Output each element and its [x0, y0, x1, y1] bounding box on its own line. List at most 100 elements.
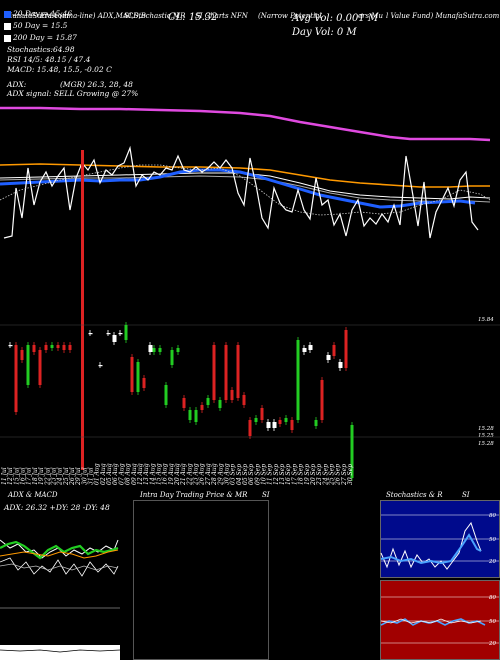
- intraday-panel: [133, 500, 269, 660]
- date-label: 12 Aug: [137, 463, 144, 485]
- legend-ema200: 200 Day = 15.87: [4, 33, 77, 42]
- date-label: 17 Jul: [26, 467, 33, 485]
- price-candle: [302, 348, 307, 352]
- date-label: 30 Sep: [347, 464, 354, 485]
- legend-ema20: 20 Day = 15.46: [4, 9, 72, 18]
- date-label: 18 Jul: [32, 467, 39, 485]
- date-label: 16 Jul: [20, 467, 27, 485]
- main-price-chart: 15.84 15.28 15.25 15.28 11 Jul 12 Jul 15 J…: [0, 106, 500, 486]
- legend-ema200-swatch: [4, 34, 11, 42]
- stochastics-chart: 80 50 20: [380, 513, 499, 570]
- date-label: 11 Sep: [267, 464, 274, 485]
- macd-line-2: [0, 563, 119, 571]
- date-label: 19 Jul: [38, 467, 45, 485]
- legend-ema20-label: 20 Day = 15.46: [13, 9, 73, 18]
- date-label: 01 Aug: [94, 463, 101, 485]
- macd-line-1: [0, 557, 119, 577]
- header-site-name: MunafaSutra.com: [5, 12, 69, 20]
- date-label: 09 Aug: [131, 463, 138, 485]
- header-ema-label: EMA (ema-line) ADX,MACD,B: [40, 12, 146, 20]
- close-price: CL: 15.32: [168, 12, 218, 23]
- header-fund-name: (Narrow Potential: [258, 12, 322, 20]
- stoch-panel-title: Stochastics & R: [386, 491, 443, 499]
- date-label: 06 Aug: [112, 463, 119, 485]
- date-label: 11 Jul: [1, 467, 8, 485]
- date-label: 27 Sep: [341, 464, 348, 486]
- price-candle: [266, 422, 271, 428]
- date-label: 27 Aug: [205, 463, 212, 486]
- date-label: 22 Jul: [44, 467, 51, 486]
- stoch-level-20: 20: [488, 559, 496, 565]
- rsi-panel: 80 50 20: [380, 580, 500, 660]
- header-fund-name-3: l Value Fund) MunafaSutra.com: [386, 12, 500, 20]
- macd-hist-area: [0, 645, 120, 660]
- legend-ema200-label: 200 Day = 15.87: [13, 33, 77, 42]
- stoch-level-50: 50: [489, 537, 496, 543]
- date-label: 09 Sep: [254, 464, 261, 485]
- price-candle: [112, 335, 117, 342]
- stoch-si-label: SI: [462, 491, 470, 499]
- date-label: 15 Aug: [156, 463, 163, 485]
- header-fund-name-2: ers Mu: [358, 12, 383, 20]
- adx-panel-title: ADX & MACD: [8, 491, 58, 499]
- candlestick-group: [8, 322, 354, 481]
- legend-ema50: 50 Day = 15.5: [4, 21, 67, 30]
- close-price-line: [3, 145, 479, 239]
- legend-stochastics: Stochastics:64.98: [7, 45, 75, 54]
- date-label: 29 Jul: [75, 467, 82, 486]
- date-label: 28 Aug: [211, 463, 218, 486]
- adx-orange-line: [0, 549, 119, 559]
- date-label: 02 Aug: [100, 463, 107, 485]
- date-label: 30 Aug: [223, 463, 230, 485]
- date-label: 06 Sep: [248, 464, 255, 485]
- date-label: 23 Sep: [316, 464, 323, 486]
- spike-candle: [81, 150, 84, 470]
- rsi-level-80: 80: [489, 595, 496, 601]
- rsi-level-20: 20: [488, 641, 496, 647]
- day-volume: Day Vol: 0 M: [292, 27, 357, 38]
- rsi-level-50: 50: [489, 619, 496, 625]
- date-label: 10 Sep: [261, 464, 268, 485]
- date-label: 05 Sep: [242, 464, 249, 485]
- stoch-d-line: [380, 533, 482, 565]
- rsi-white-line: [380, 618, 482, 624]
- ema200-line: [0, 163, 490, 188]
- date-label: 04 Sep: [236, 464, 243, 485]
- legend-rsi: RSI 14/5: 48.15 / 47.4: [7, 55, 91, 64]
- date-label: 14 Aug: [149, 463, 156, 485]
- adx-label: ADX:: [7, 80, 27, 89]
- date-label: 20 Sep: [310, 464, 317, 486]
- date-label: 16 Sep: [285, 464, 292, 485]
- date-label: 29 Aug: [217, 463, 224, 486]
- date-label: 26 Sep: [335, 464, 342, 486]
- date-label: 18 Sep: [298, 464, 305, 485]
- date-label: 24 Sep: [322, 464, 329, 486]
- date-label: 30 Jul: [81, 467, 88, 485]
- stoch-level-80: 80: [489, 513, 496, 519]
- date-label: 25 Jul: [63, 467, 70, 486]
- price-label-b1: 15.28: [478, 426, 494, 432]
- date-label: 12 Sep: [273, 464, 280, 485]
- intraday-si-label: SI: [262, 491, 270, 499]
- price-candle: [8, 345, 13, 347]
- date-label: 26 Jul: [69, 467, 76, 486]
- price-candle: [148, 345, 153, 352]
- date-label: 24 Jul: [57, 467, 64, 486]
- date-label: 17 Sep: [291, 464, 298, 485]
- adx-signal: ADX signal: SELL Growing @ 27%: [7, 89, 139, 98]
- price-candle: [308, 345, 313, 350]
- date-label: 23 Aug: [193, 463, 200, 486]
- date-label: 08 Aug: [125, 463, 132, 485]
- date-label: 25 Sep: [329, 464, 336, 486]
- rsi-chart: 80 50 20: [380, 595, 499, 647]
- price-candle: [338, 362, 343, 368]
- ema20-line: [0, 168, 476, 209]
- stoch-k-line: [380, 521, 482, 570]
- legend-ema50-label: 50 Day = 15.5: [13, 21, 68, 30]
- macd-hist-line: [0, 649, 121, 653]
- price-label-top: 15.84: [478, 317, 494, 323]
- adx-values: ADX: 26.32 +DY: 28 -DY: 48: [4, 503, 110, 512]
- price-candle: [326, 355, 331, 360]
- date-label: 19 Aug: [168, 463, 175, 485]
- date-label: 16 Aug: [162, 463, 169, 485]
